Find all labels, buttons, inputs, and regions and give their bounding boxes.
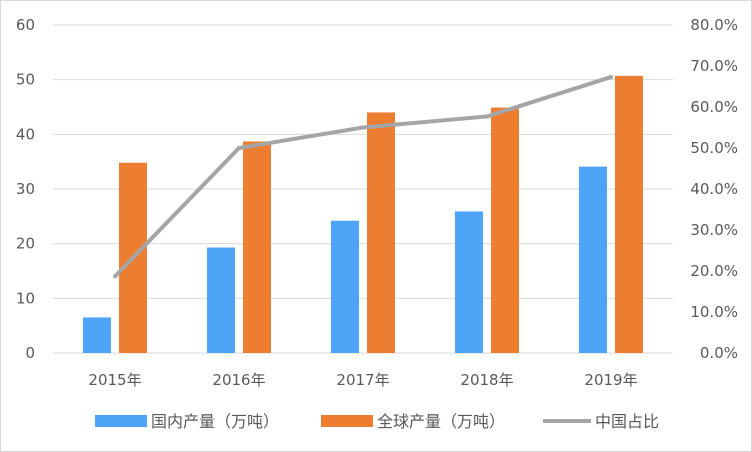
bar-global [367, 112, 395, 353]
share-point [237, 146, 241, 150]
left-axis-tick-labels: 0 10 20 30 40 50 60 [16, 16, 35, 362]
gridlines [53, 24, 673, 354]
left-axis-tick-label: 50 [16, 71, 35, 89]
bar-global [615, 75, 643, 353]
x-axis-tick-label: 2016年 [212, 371, 265, 389]
right-axis-tick-label: 30.0% [690, 221, 738, 239]
left-axis-tick-label: 10 [16, 289, 35, 307]
bar-series [83, 75, 643, 354]
x-axis-tick-label: 2017年 [336, 371, 389, 389]
left-axis-tick-label: 0 [25, 344, 35, 362]
share-point [113, 274, 117, 279]
bar-domestic [83, 317, 111, 353]
right-axis-tick-label: 60.0% [690, 98, 738, 116]
bar-domestic [455, 211, 483, 353]
bar-domestic [331, 220, 359, 353]
legend: 国内产量（万吨） 全球产量（万吨） 中国占比 [95, 412, 659, 431]
left-axis-tick-label: 60 [16, 16, 35, 34]
left-axis-tick-label: 40 [16, 125, 35, 143]
right-axis-tick-label: 20.0% [690, 262, 738, 280]
share-point [485, 114, 489, 119]
legend-label: 全球产量（万吨） [377, 412, 505, 431]
right-axis-tick-label: 40.0% [690, 180, 738, 198]
x-axis-tick-label: 2018年 [460, 371, 513, 389]
bar-global [491, 107, 519, 354]
left-axis-tick-label: 20 [16, 235, 35, 253]
bar-domestic [207, 247, 235, 353]
legend-swatch [321, 415, 373, 427]
share-point [361, 125, 365, 130]
legend-label: 中国占比 [595, 412, 659, 431]
x-axis-tick-label: 2019年 [584, 371, 637, 389]
right-axis-tick-label: 10.0% [690, 303, 738, 321]
right-axis-tick-label: 70.0% [690, 57, 738, 75]
right-axis-tick-labels: 0.0% 10.0% 20.0% 30.0% 40.0% 50.0% 60.0% 70.0% 8… [690, 16, 738, 362]
left-axis-tick-label: 30 [16, 180, 35, 198]
legend-label: 国内产量（万吨） [151, 412, 279, 431]
bar-domestic [579, 166, 607, 353]
share-point [609, 75, 613, 80]
right-axis-tick-label: 80.0% [690, 16, 738, 34]
line-series [113, 75, 613, 279]
right-axis-tick-label: 50.0% [690, 139, 738, 157]
right-axis-tick-label: 0.0% [700, 344, 738, 362]
share-line [113, 75, 612, 278]
legend-swatch [95, 415, 147, 427]
bar-global [243, 141, 271, 353]
x-axis-tick-labels: 2015年 2016年 2017年 2018年 2019年 [88, 371, 637, 389]
x-axis-tick-label: 2015年 [88, 371, 141, 389]
